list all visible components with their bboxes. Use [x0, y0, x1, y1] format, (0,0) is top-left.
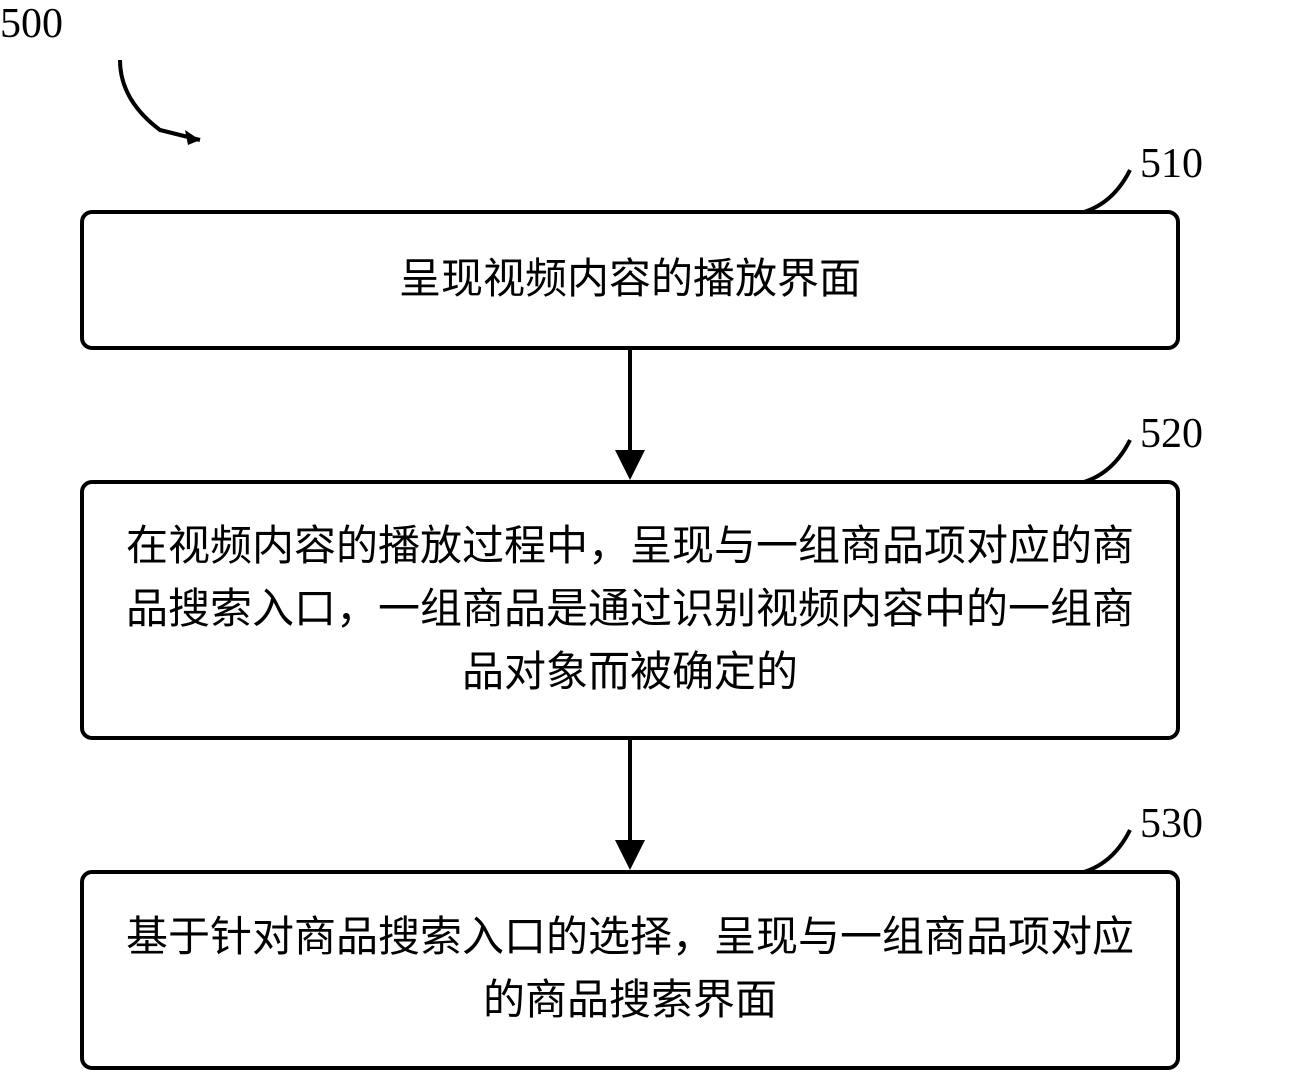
- flow-arrow-1: [600, 350, 660, 490]
- diagram-id-curve: [110, 50, 230, 150]
- step-box-520: 在视频内容的播放过程中，呈现与一组商品项对应的商品搜索入口，一组商品是通过识别视…: [80, 480, 1180, 740]
- flow-arrow-2: [600, 740, 660, 880]
- diagram-id-label: 500: [0, 0, 63, 48]
- step-text-520: 在视频内容的播放过程中，呈现与一组商品项对应的商品搜索入口，一组商品是通过识别视…: [124, 516, 1136, 705]
- step-text-510: 呈现视频内容的播放界面: [399, 249, 861, 312]
- step-box-530: 基于针对商品搜索入口的选择，呈现与一组商品项对应的商品搜索界面: [80, 870, 1180, 1070]
- step-text-530: 基于针对商品搜索入口的选择，呈现与一组商品项对应的商品搜索界面: [124, 907, 1136, 1033]
- step-box-510: 呈现视频内容的播放界面: [80, 210, 1180, 350]
